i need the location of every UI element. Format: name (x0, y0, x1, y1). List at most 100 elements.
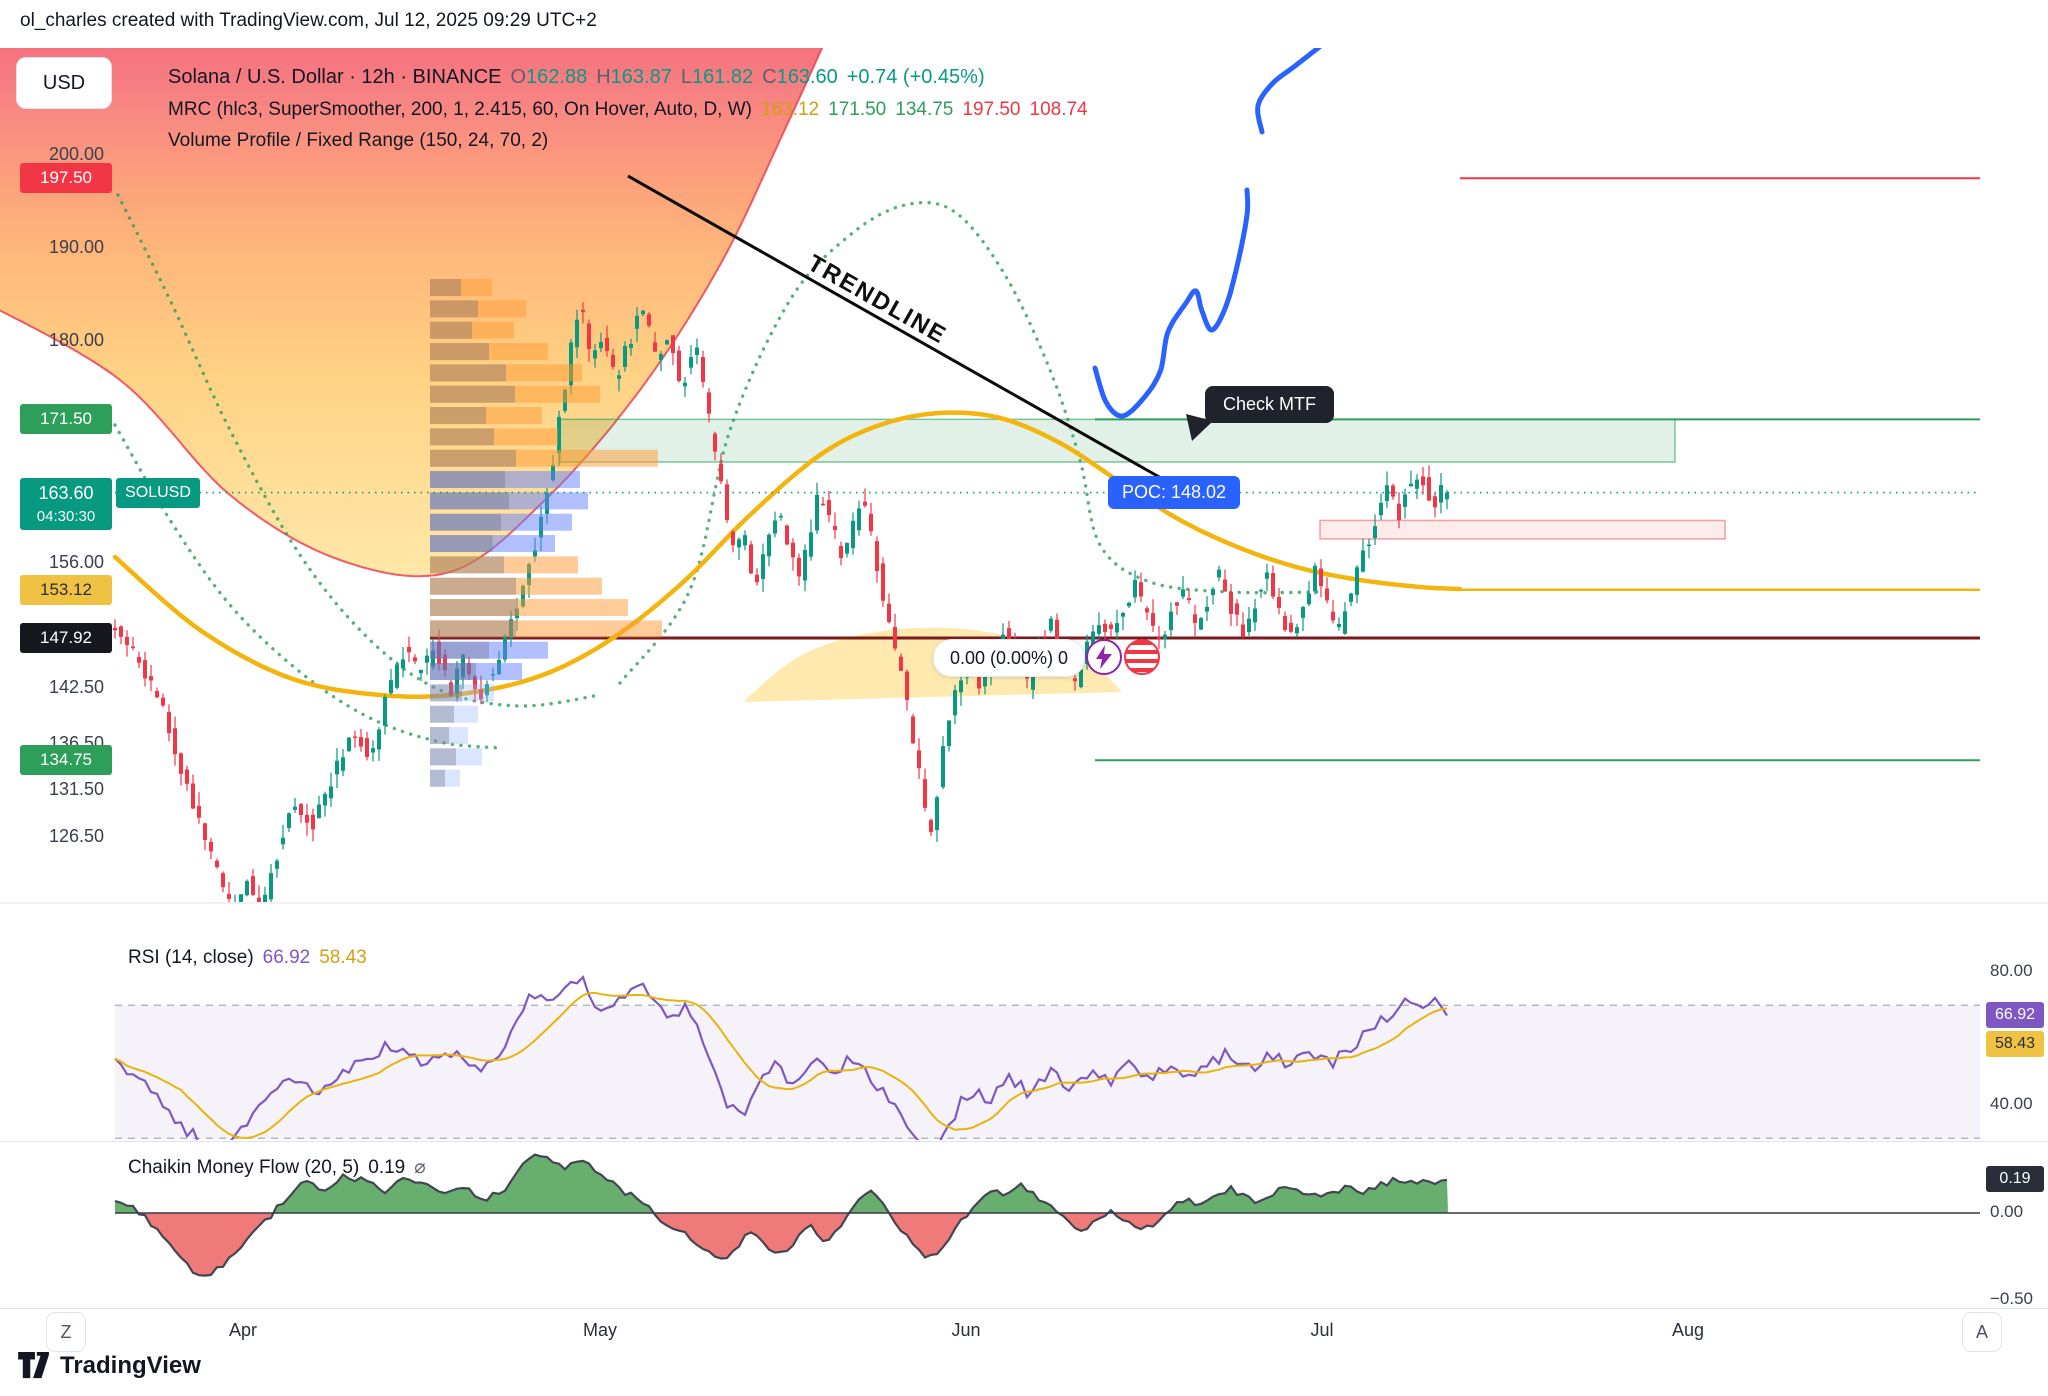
candle (1403, 494, 1407, 507)
candle (359, 737, 363, 747)
candle (707, 392, 711, 414)
candle (1325, 588, 1329, 601)
rsi-pane[interactable] (114, 975, 1980, 1161)
mrc-legend-row[interactable]: MRC (hlc3, SuperSmoother, 200, 1, 2.415,… (168, 99, 1088, 121)
candle (1367, 544, 1371, 547)
candle (395, 664, 399, 688)
symbol-title: Solana / U.S. Dollar · 12h · BINANCE (168, 66, 502, 88)
candle (911, 716, 915, 744)
price-axis-tick: 190.00 (48, 236, 104, 257)
candle (575, 319, 579, 348)
volume-profile-bar (430, 428, 558, 446)
price-zone[interactable] (1319, 519, 1726, 540)
cmf-legend-row[interactable]: Chaikin Money Flow (20, 5) 0.19 ⌀ (128, 1156, 426, 1179)
time-axis-label[interactable]: Jun (951, 1320, 981, 1340)
candle (1031, 669, 1035, 690)
candle (1073, 678, 1077, 682)
candle (455, 668, 459, 694)
candle (1133, 579, 1137, 598)
candle (881, 563, 885, 601)
auto-scale-button[interactable]: A (1962, 1312, 2002, 1352)
lightning-icon[interactable] (1086, 639, 1122, 675)
candle (155, 691, 159, 698)
volume-profile-title: Volume Profile / Fixed Range (150, 24, 7… (168, 130, 549, 151)
candle (1355, 567, 1359, 595)
drawing-brush[interactable] (1255, 12, 1352, 135)
time-axis-label[interactable]: May (582, 1320, 617, 1340)
average-symbol-icon: ⌀ (414, 1157, 426, 1178)
candle (443, 654, 447, 671)
candle (1397, 503, 1401, 520)
volume-profile-bar (430, 364, 582, 382)
mrc-title: MRC (hlc3, SuperSmoother, 200, 1, 2.415,… (168, 99, 752, 120)
candle (209, 841, 213, 852)
candle (581, 309, 585, 313)
candle (701, 357, 705, 383)
candle (641, 310, 645, 315)
candle (833, 525, 837, 531)
candle (1445, 492, 1449, 500)
cmf-pane[interactable] (114, 1153, 1448, 1277)
candle (977, 673, 981, 689)
candle (905, 671, 909, 701)
time-axis-label[interactable]: Apr (228, 1320, 257, 1340)
price-axis-badge: 153.12 (20, 574, 112, 605)
candle (815, 494, 819, 531)
mrc-dotted-band (113, 423, 502, 750)
candle (1259, 590, 1263, 592)
candle (479, 689, 483, 700)
candle (869, 513, 873, 532)
flag-icon[interactable] (1124, 639, 1160, 675)
price-axis-tick: 200.00 (48, 144, 104, 164)
volume-profile-bar (430, 599, 628, 617)
candle (659, 353, 663, 360)
price-zone[interactable] (559, 418, 1676, 463)
candle (1157, 636, 1161, 639)
candle (1223, 579, 1227, 592)
candle (1409, 483, 1413, 487)
candle (767, 534, 771, 557)
trendline[interactable] (627, 174, 1169, 484)
candle (617, 375, 621, 379)
rsi-legend-row[interactable]: RSI (14, close) 66.92 58.43 (128, 947, 367, 969)
time-axis-label[interactable]: Aug (1671, 1320, 1705, 1340)
low-label: L (680, 66, 692, 88)
candle (605, 337, 609, 352)
close-value: 163.60 (776, 66, 838, 88)
candle (1265, 572, 1269, 579)
candle (611, 354, 615, 367)
candle (1205, 606, 1209, 612)
volume-profile-legend-row[interactable]: Volume Profile / Fixed Range (150, 24, 7… (168, 130, 548, 152)
candle (749, 544, 753, 574)
timezone-button[interactable]: Z (46, 1312, 86, 1352)
candle (875, 541, 879, 572)
candle (377, 729, 381, 750)
drawing-brush[interactable] (1092, 187, 1251, 419)
candle (131, 646, 135, 649)
volume-profile-bar (430, 407, 542, 425)
rsi-axis-badge: 58.43 (1986, 1030, 2044, 1057)
currency-toggle-button[interactable]: USD (16, 57, 112, 109)
header-title: ol_charles created with TradingView.com,… (20, 10, 597, 31)
candle (263, 894, 267, 902)
candle (125, 636, 129, 645)
candle (635, 315, 639, 329)
candle (725, 484, 729, 521)
footer[interactable]: TradingView (18, 1352, 201, 1380)
mrc-mean-value: 163.12 (761, 99, 820, 120)
candle (983, 676, 987, 687)
candle (1187, 598, 1191, 601)
candle (317, 804, 321, 819)
trendline-label: TRENDLINE (803, 250, 951, 350)
mrc-lower1-value: 134.75 (895, 99, 954, 120)
candle (557, 416, 561, 453)
symbol-legend-row[interactable]: Solana / U.S. Dollar · 12h · BINANCE O16… (168, 66, 985, 89)
time-axis-label[interactable]: Jul (1310, 1320, 1334, 1340)
cmf-axis-tick: −0.50 (1990, 1289, 2034, 1308)
candle (1343, 611, 1347, 634)
candle (713, 433, 717, 452)
bar-countdown: 04:30:30 (36, 507, 96, 525)
candle (1379, 502, 1383, 516)
rsi-ma-value: 58.43 (319, 947, 367, 968)
